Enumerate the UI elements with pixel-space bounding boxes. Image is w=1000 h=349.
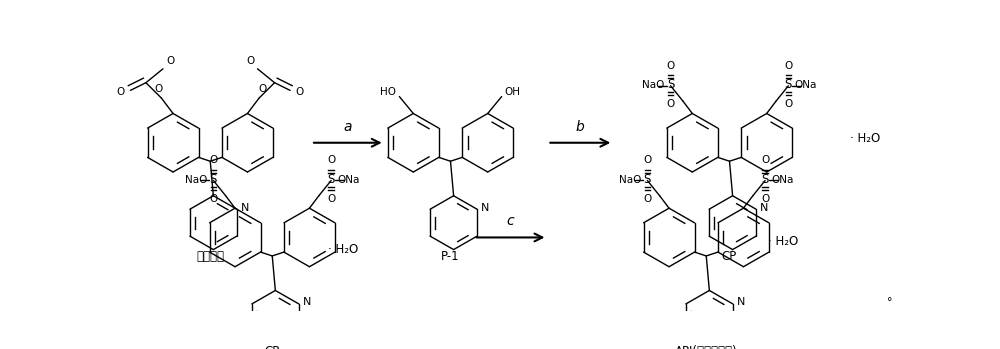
Text: N: N (481, 203, 489, 213)
Text: OH: OH (505, 87, 521, 97)
Text: · H₂O: · H₂O (328, 243, 358, 255)
Text: S: S (327, 173, 335, 186)
Text: S: S (667, 79, 674, 91)
Text: O: O (784, 99, 793, 109)
Text: O: O (209, 194, 217, 204)
Text: O: O (761, 155, 769, 165)
Text: API(匹可硫酸钉): API(匹可硫酸钉) (675, 345, 738, 349)
Text: O: O (666, 61, 675, 71)
Text: O: O (643, 194, 651, 204)
Text: °: ° (887, 297, 892, 307)
Text: O: O (761, 194, 769, 204)
Text: NaO: NaO (185, 175, 207, 185)
Text: O: O (209, 155, 217, 165)
Text: O: O (246, 56, 254, 66)
Text: O: O (643, 155, 651, 165)
Text: b: b (576, 119, 585, 134)
Text: O: O (166, 56, 174, 66)
Text: 比沙可啊: 比沙可啊 (196, 250, 224, 263)
Text: O: O (258, 84, 266, 94)
Text: a: a (344, 119, 352, 134)
Text: ONa: ONa (337, 175, 360, 185)
Text: CP: CP (722, 250, 737, 263)
Text: O: O (784, 61, 793, 71)
Text: c: c (507, 214, 514, 228)
Text: ONa: ONa (795, 80, 817, 90)
Text: S: S (785, 79, 792, 91)
Text: N: N (760, 203, 768, 213)
Text: O: O (327, 155, 335, 165)
Text: N: N (241, 203, 249, 213)
Text: NaO: NaO (619, 175, 641, 185)
Text: O: O (296, 87, 304, 97)
Text: NaO: NaO (642, 80, 664, 90)
Text: O: O (117, 87, 125, 97)
Text: O: O (666, 99, 675, 109)
Text: P-1: P-1 (441, 250, 460, 263)
Text: S: S (210, 173, 217, 186)
Text: N: N (737, 297, 745, 307)
Text: O: O (327, 194, 335, 204)
Text: S: S (644, 173, 651, 186)
Text: · H₂O: · H₂O (768, 235, 798, 248)
Text: N: N (303, 297, 311, 307)
Text: O: O (154, 84, 162, 94)
Text: · H₂O: · H₂O (850, 132, 880, 146)
Text: ONa: ONa (771, 175, 794, 185)
Text: HO: HO (380, 87, 396, 97)
Text: CP: CP (265, 345, 280, 349)
Text: S: S (761, 173, 769, 186)
